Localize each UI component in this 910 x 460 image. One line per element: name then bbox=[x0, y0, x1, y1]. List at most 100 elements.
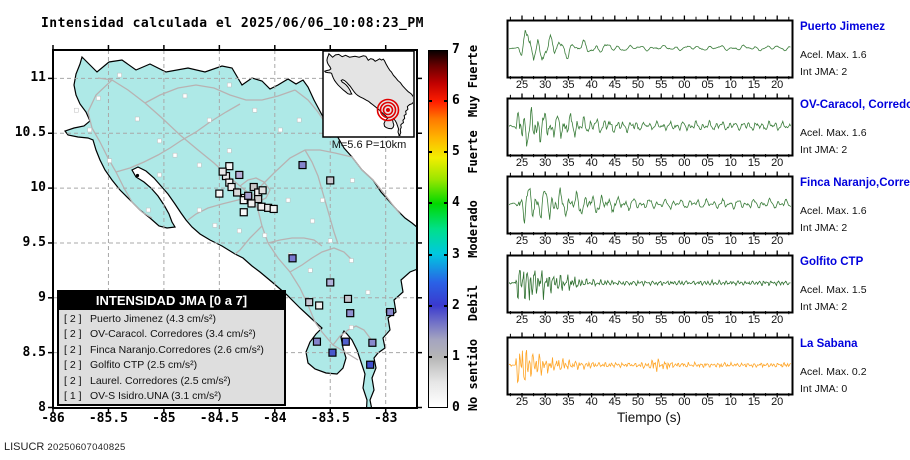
wave-x-tick-label: 55 bbox=[655, 396, 668, 408]
y-axis-tick-label: 8.5 bbox=[22, 344, 46, 360]
waveform-int-jma: Int JMA: 2 bbox=[800, 301, 848, 313]
wave-x-tick-label: 20 bbox=[771, 79, 784, 91]
y-axis-tick-label: 10 bbox=[30, 180, 46, 196]
wave-x-tick-label: 35 bbox=[562, 79, 575, 91]
wave-x-tick-label: 30 bbox=[539, 235, 552, 247]
minor-station-dot bbox=[328, 238, 333, 244]
minor-station-dot bbox=[212, 223, 218, 228]
wave-x-tick-label: 20 bbox=[771, 157, 784, 169]
legend-item-station: OV-Caracol. Corredores (3.4 cm/s²) bbox=[90, 328, 256, 341]
station-intensity-marker bbox=[227, 182, 236, 192]
wave-x-tick-label: 40 bbox=[585, 157, 598, 169]
station-intensity-marker bbox=[258, 186, 267, 195]
colorbar-scale-label: Moderado bbox=[466, 200, 480, 258]
station-intensity-marker bbox=[215, 189, 224, 198]
waveform-station-name: Golfito CTP bbox=[800, 256, 864, 268]
road-line bbox=[115, 103, 241, 173]
wave-x-tick-label: 50 bbox=[631, 235, 645, 247]
road-line bbox=[351, 156, 401, 215]
wave-x-tick-label: 40 bbox=[585, 79, 598, 91]
station-intensity-marker bbox=[254, 194, 263, 204]
wave-x-tick-label: 25 bbox=[515, 235, 529, 247]
y-axis-tick-label: 9 bbox=[38, 289, 46, 305]
station-intensity-marker bbox=[249, 182, 258, 192]
station-intensity-marker bbox=[326, 176, 335, 185]
colorbar-tick-label: 6 bbox=[452, 93, 460, 109]
minor-station-dot bbox=[349, 258, 354, 263]
station-intensity-marker bbox=[366, 360, 375, 369]
wave-x-tick-label: 20 bbox=[771, 314, 784, 326]
epicenter-dot bbox=[386, 108, 390, 112]
legend-item-station: Golfito CTP (2.5 cm/s²) bbox=[90, 359, 198, 372]
wave-x-tick-label: 55 bbox=[655, 79, 668, 91]
station-intensity-marker bbox=[328, 348, 337, 357]
wave-x-tick-label: 25 bbox=[515, 396, 529, 408]
legend-item: [ 2 ] Golfito CTP (2.5 cm/s²) bbox=[64, 358, 279, 373]
colorbar-tick-label: 1 bbox=[452, 348, 460, 364]
wave-x-tick-label: 00 bbox=[678, 157, 691, 169]
inset-landmass bbox=[324, 52, 413, 136]
waveform-plot-ov-caracol-corredores bbox=[506, 93, 794, 159]
waveform-plot-finca-naranjo-corredores bbox=[506, 171, 794, 237]
wave-x-tick-label: 55 bbox=[655, 314, 668, 326]
wave-x-tick-label: 10 bbox=[724, 314, 737, 326]
waveform-station-name: Finca Naranjo,Corredores bbox=[800, 177, 910, 189]
wave-x-tick-label: 00 bbox=[678, 396, 691, 408]
x-axis-tick-label: -85.5 bbox=[88, 411, 128, 426]
legend-item: [ 2 ] OV-Caracol. Corredores (3.4 cm/s²) bbox=[64, 327, 279, 342]
road-line bbox=[289, 247, 353, 273]
waveform-trace bbox=[509, 350, 791, 384]
waveform-frame bbox=[506, 175, 794, 235]
epicenter-ring bbox=[376, 98, 400, 122]
waveform-frame bbox=[506, 19, 794, 79]
wave-x-tick-label: 30 bbox=[539, 79, 552, 91]
epicenter-ring bbox=[379, 101, 397, 119]
minor-station-dot bbox=[227, 82, 232, 88]
costa-rica-intensity-map bbox=[48, 45, 422, 413]
station-intensity-marker bbox=[269, 204, 278, 214]
minor-station-dot bbox=[107, 158, 112, 163]
waveform-acel-max: Acel. Max. 1.6 bbox=[800, 127, 867, 139]
x-axis-tick-label: -84.5 bbox=[199, 411, 239, 426]
wave-x-tick-label: 50 bbox=[631, 79, 645, 91]
minor-station-dot bbox=[157, 172, 162, 178]
minor-station-dot bbox=[296, 117, 302, 123]
wave-x-tick-label: 50 bbox=[631, 314, 645, 326]
map-title: Intensidad calculada el 2025/06/06_10:08… bbox=[40, 16, 425, 31]
legend-title: INTENSIDAD JMA [0 a 7] bbox=[59, 292, 284, 310]
minor-station-dot bbox=[365, 290, 371, 295]
minor-station-dot bbox=[74, 107, 79, 113]
waveform-int-jma: Int JMA: 0 bbox=[800, 383, 848, 395]
wave-x-tick-label: 25 bbox=[515, 314, 529, 326]
wave-x-tick-label: 25 bbox=[515, 157, 529, 169]
minor-station-dot bbox=[117, 72, 122, 78]
legend-item: [ 2 ] Puerto Jimenez (4.3 cm/s²) bbox=[64, 312, 279, 327]
event-magnitude-depth-label: M=5.6 P=10km bbox=[331, 139, 407, 151]
waveform-acel-max: Acel. Max. 1.5 bbox=[800, 284, 867, 296]
wave-x-tick-label: 10 bbox=[724, 157, 737, 169]
colorbar-tick-label: 3 bbox=[452, 246, 460, 262]
minor-station-dot bbox=[87, 127, 92, 133]
y-axis-tick-label: 8 bbox=[38, 399, 46, 415]
road-line bbox=[144, 84, 296, 104]
wave-x-tick-label: 55 bbox=[655, 235, 668, 247]
wave-x-tick-label: 35 bbox=[562, 314, 575, 326]
waveform-trace-group bbox=[509, 29, 791, 61]
station-intensity-marker bbox=[343, 294, 353, 303]
road-line bbox=[87, 79, 153, 219]
legend-item-station: Finca Naranjo.Corredores (2.6 cm/s²) bbox=[90, 343, 264, 356]
station-intensity-marker bbox=[341, 337, 350, 346]
waveform-trace bbox=[509, 269, 791, 301]
station-intensity-marker bbox=[218, 167, 227, 176]
station-intensity-marker bbox=[239, 208, 248, 217]
wave-x-tick-label: 20 bbox=[771, 396, 784, 408]
waveform-trace bbox=[509, 107, 791, 147]
waveform-trace-group bbox=[509, 107, 791, 147]
colorbar-tick bbox=[444, 202, 448, 205]
wave-x-tick-label: 35 bbox=[562, 396, 575, 408]
station-intensity-marker bbox=[247, 199, 256, 208]
waveform-acel-max: Acel. Max. 1.6 bbox=[800, 49, 867, 61]
station-intensity-marker bbox=[315, 301, 324, 310]
station-intensity-marker bbox=[326, 278, 335, 287]
